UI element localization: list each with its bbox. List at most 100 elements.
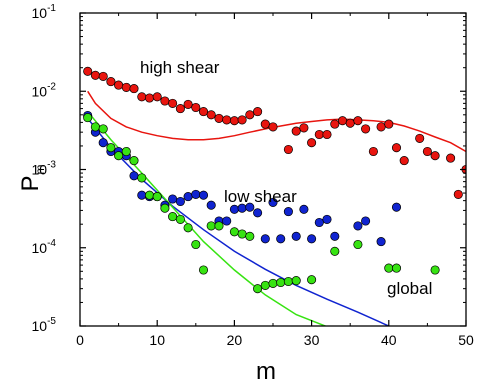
data-point-0-13 [183,99,193,109]
data-point-2-26 [291,276,301,286]
data-point-0-37 [376,122,386,132]
data-point-0-20 [237,115,247,125]
data-point-2-29 [353,239,363,250]
data-point-1-33 [353,221,363,231]
annotation-high-shear: high shear [140,58,220,77]
data-point-2-2 [98,124,108,134]
data-point-0-9 [152,92,162,102]
data-point-1-36 [391,202,402,212]
annotation-low-shear: low shear [224,187,297,206]
data-point-2-21 [253,284,263,294]
data-point-2-3 [106,143,116,153]
data-point-2-5 [121,146,131,157]
x-tick-label-1: 10 [149,332,165,348]
data-point-0-14 [191,102,201,113]
data-point-2-18 [229,227,239,237]
data-point-0-35 [361,124,371,134]
data-point-0-34 [353,116,363,126]
data-point-0-0 [83,66,93,76]
data-point-2-4 [114,151,124,161]
data-point-0-42 [422,146,432,157]
x-tick-label-5: 50 [458,332,474,348]
data-point-2-20 [245,231,255,241]
data-point-1-24 [268,197,278,207]
data-point-1-16 [206,200,216,210]
y-tick-label-3: 10-2 [32,81,57,99]
data-point-2-27 [307,275,317,285]
data-point-2-32 [430,265,440,275]
data-point-2-23 [268,278,278,288]
data-point-0-36 [368,146,378,157]
data-point-2-22 [260,280,270,290]
data-point-2-13 [183,223,193,233]
data-point-2-10 [160,203,170,213]
x-axis-label: m [256,358,276,385]
data-point-1-13 [183,192,193,202]
data-point-1-31 [322,214,332,224]
data-point-0-5 [121,82,131,92]
data-point-1-22 [253,208,263,218]
data-point-1-34 [361,216,371,226]
data-point-0-16 [206,110,216,120]
data-point-2-16 [206,221,216,231]
data-point-2-7 [137,173,147,183]
x-tick-label-3: 30 [304,332,320,348]
annotation-global: global [387,279,432,298]
data-point-0-2 [98,71,108,81]
data-points [83,66,466,294]
data-point-1-26 [283,207,293,217]
data-point-0-28 [307,138,317,148]
data-point-2-12 [175,214,185,224]
data-point-0-25 [283,144,293,155]
data-point-1-27 [291,231,301,241]
data-point-0-40 [399,156,409,166]
data-point-2-15 [198,265,209,275]
data-point-0-17 [214,113,224,123]
data-point-2-6 [129,156,139,166]
data-point-0-8 [144,93,155,103]
data-point-0-23 [260,119,270,129]
data-point-1-32 [330,231,340,241]
data-point-1-15 [198,190,209,200]
data-point-1-25 [276,234,286,244]
data-point-2-28 [330,246,340,256]
data-point-0-15 [198,107,209,117]
data-point-2-19 [237,229,247,239]
data-point-1-30 [314,217,324,228]
data-point-1-29 [307,234,317,244]
svg-text:Pm: Pm [17,164,47,191]
data-point-0-11 [168,98,178,108]
x-tick-label-2: 20 [227,332,243,348]
data-point-0-18 [222,115,232,125]
data-point-2-24 [276,277,286,288]
data-point-0-7 [137,92,147,102]
data-point-0-31 [330,119,340,129]
data-point-1-14 [191,189,201,199]
data-point-1-18 [222,216,232,226]
fit-curve-1 [87,117,390,326]
data-point-1-11 [168,194,178,204]
data-point-2-25 [283,276,293,287]
data-point-0-33 [345,118,355,128]
data-point-2-1 [90,122,100,132]
data-point-0-22 [253,107,263,117]
fit-curve-2 [87,111,328,326]
data-point-0-41 [415,133,425,143]
y-tick-label-2: 10-3 [32,160,57,178]
data-point-1-12 [175,196,185,207]
data-point-0-4 [114,80,124,90]
data-point-1-7 [137,190,147,200]
y-tick-label-0: 10-5 [32,316,57,334]
y-axis-label: Pm [17,164,47,191]
data-point-2-11 [168,212,178,222]
x-tick-label-4: 40 [381,332,397,348]
data-point-1-28 [299,204,309,214]
data-point-0-43 [430,151,440,161]
data-point-1-35 [376,237,386,247]
data-point-2-8 [144,190,155,200]
y-tick-label-4: 10-1 [32,3,57,21]
data-point-2-14 [191,239,201,250]
data-point-0-45 [453,189,463,199]
data-point-2-0 [83,113,93,123]
